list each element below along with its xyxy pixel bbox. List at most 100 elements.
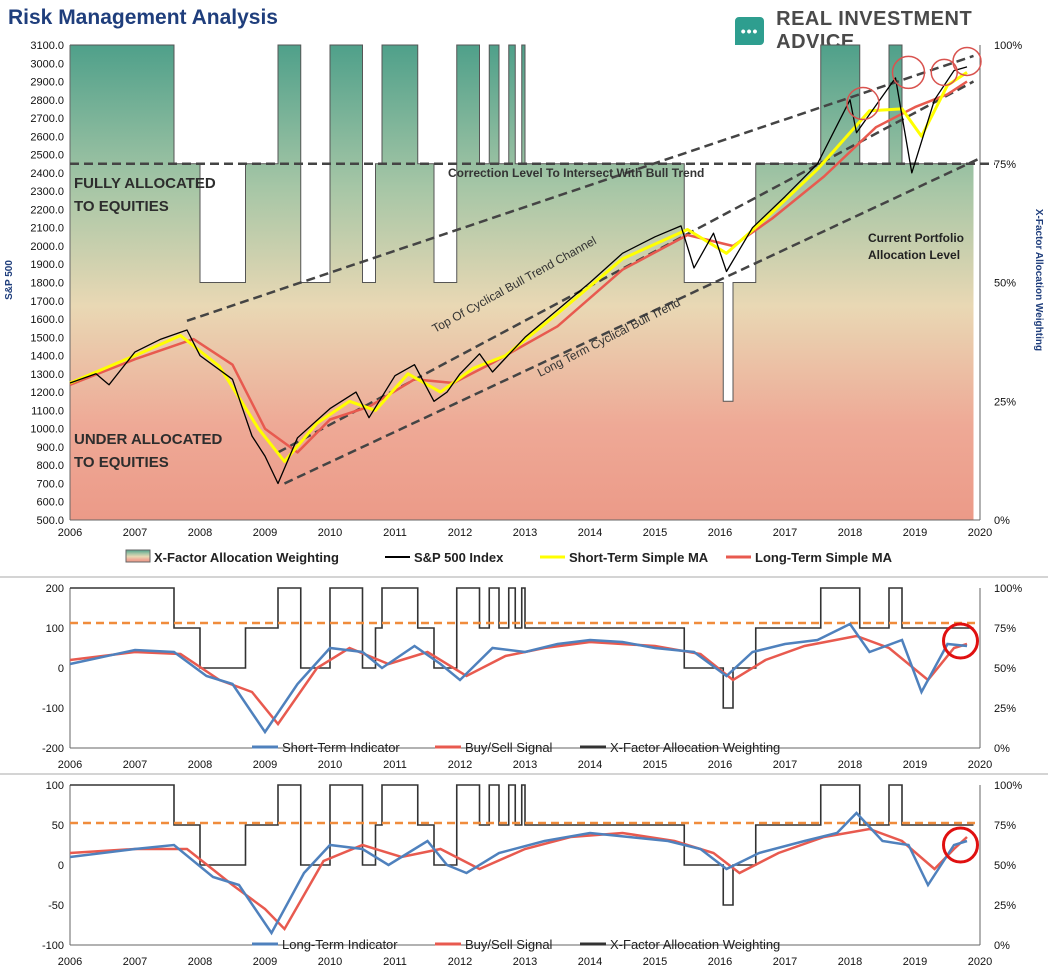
- panel1-x-tick: 2018: [838, 759, 862, 771]
- series-indicator: [69, 622, 968, 735]
- panel1-y2-tick: 75%: [994, 623, 1016, 635]
- panel2-y2-tick: 100%: [994, 780, 1022, 792]
- panel1-y-tick: -200: [42, 743, 64, 755]
- annotation-under-allocated-2: TO EQUITIES: [74, 454, 169, 471]
- panel1-x-tick: 2014: [578, 759, 602, 771]
- main-x-tick: 2009: [253, 527, 277, 539]
- panel1-x-tick: 2017: [773, 759, 797, 771]
- main-y2-tick: 100%: [994, 40, 1022, 52]
- panel1-y2-tick: 50%: [994, 663, 1016, 675]
- bull-trend-line: [283, 157, 981, 485]
- main-y-tick: 1000.0: [30, 424, 64, 436]
- series-long-term-simple-ma: [69, 80, 968, 454]
- panel2-x-tick: 2006: [58, 956, 82, 968]
- main-y-tick: 2000.0: [30, 241, 64, 253]
- panel2-y2-tick: 25%: [994, 900, 1016, 912]
- panel1-y-tick: 0: [58, 663, 64, 675]
- main-chart: 500.0 600.0 700.0 800.0 900.0 1000.0 1100.0 120…: [0, 40, 1048, 578]
- annotation-correction-level: Correction Level To Intersect With Bull …: [448, 166, 704, 180]
- panel1-x-tick: 2012: [448, 759, 472, 771]
- legend-label: Buy/Sell Signal: [465, 740, 553, 755]
- panel2-y-tick: -50: [48, 900, 64, 912]
- main-y2-tick: 25%: [994, 396, 1016, 408]
- annotation-under-allocated: UNDER ALLOCATED: [74, 431, 222, 448]
- panel1-x-tick: 2015: [643, 759, 667, 771]
- main-y-tick: 1200.0: [30, 387, 64, 399]
- panel2-x-tick: 2013: [513, 956, 537, 968]
- panel1-y-tick: -100: [42, 703, 64, 715]
- short-term-chart: -200 -100 0 100 200 0% 25% 50% 75% 100% 2006 2007 20…: [0, 583, 1048, 775]
- legend-label: Buy/Sell Signal: [465, 937, 553, 952]
- allocation-step-line: [70, 587, 974, 709]
- panel2-y-tick: 0: [58, 860, 64, 872]
- upper-trend-line: [186, 54, 974, 323]
- panel1-x-tick: 2016: [708, 759, 732, 771]
- panel2-x-tick: 2018: [838, 956, 862, 968]
- panel2-y-tick: 100: [46, 780, 64, 792]
- highlight-circle: [891, 55, 926, 90]
- main-y-tick: 2100.0: [30, 223, 64, 235]
- series-short-term-simple-ma: [69, 71, 968, 463]
- main-y2-tick: 75%: [994, 159, 1016, 171]
- y2-axis-label: X-Factor Allocation Weighting: [1033, 209, 1044, 351]
- main-y-tick: 2800.0: [30, 95, 64, 107]
- main-y-tick: 2500.0: [30, 150, 64, 162]
- panel1-y2-tick: 25%: [994, 703, 1016, 715]
- main-y-tick: 900.0: [36, 442, 64, 454]
- panel1-x-tick: 2019: [903, 759, 927, 771]
- main-x-tick: 2010: [318, 527, 342, 539]
- annotation-current-portfolio: Current Portfolio: [868, 231, 964, 245]
- page-title: Risk Management Analysis: [8, 6, 278, 29]
- panel2-y2-tick: 50%: [994, 860, 1016, 872]
- main-y-tick: 1300.0: [30, 369, 64, 381]
- series-buy-sell-signal: [69, 634, 968, 727]
- main-y-tick: 1900.0: [30, 259, 64, 271]
- main-x-tick: 2015: [643, 527, 667, 539]
- annotation-fully-allocated: FULLY ALLOCATED: [74, 175, 216, 192]
- panel2-x-tick: 2011: [383, 956, 407, 968]
- panel2-x-tick: 2016: [708, 956, 732, 968]
- main-y-tick: 500.0: [36, 515, 64, 527]
- y-axis-label: S&P 500: [4, 260, 15, 300]
- legend-label: X-Factor Allocation Weighting: [610, 740, 780, 755]
- panel1-x-tick: 2009: [253, 759, 277, 771]
- panel1-y-tick: 100: [46, 623, 64, 635]
- main-x-tick: 2017: [773, 527, 797, 539]
- main-y-tick: 1600.0: [30, 314, 64, 326]
- main-y2-tick: 0%: [994, 515, 1010, 527]
- panel1-x-tick: 2008: [188, 759, 212, 771]
- main-x-tick: 2016: [708, 527, 732, 539]
- main-y-tick: 2600.0: [30, 131, 64, 143]
- panel1-y2-tick: 0%: [994, 743, 1010, 755]
- brand-logo: ••• REAL INVESTMENT ADVICE: [735, 8, 1048, 54]
- legend-label: X-Factor Allocation Weighting: [610, 937, 780, 952]
- panel2-x-tick: 2017: [773, 956, 797, 968]
- series-s-p-500-index: [69, 66, 968, 485]
- main-x-tick: 2007: [123, 527, 147, 539]
- legend-label: Long-Term Indicator: [282, 937, 398, 952]
- legend-label: Short-Term Simple MA: [569, 550, 709, 565]
- panel1-y2-tick: 100%: [994, 583, 1022, 595]
- long-term-chart: -100 -50 0 50 100 0% 25% 50% 75% 100% 2006 2007 2008…: [42, 780, 1022, 968]
- main-x-tick: 2013: [513, 527, 537, 539]
- main-y-tick: 1700.0: [30, 296, 64, 308]
- panel1-x-tick: 2020: [968, 759, 992, 771]
- series-indicator: [69, 811, 968, 936]
- annotation-fully-allocated-2: TO EQUITIES: [74, 198, 169, 215]
- highlight-circle: [942, 826, 979, 864]
- legend-label: Long-Term Simple MA: [755, 550, 893, 565]
- main-x-tick: 2014: [578, 527, 602, 539]
- allocation-step-line: [70, 784, 974, 906]
- panel2-y-tick: 50: [52, 820, 64, 832]
- chat-bubble-icon: •••: [735, 17, 765, 45]
- panel2-x-tick: 2019: [903, 956, 927, 968]
- main-x-tick: 2006: [58, 527, 82, 539]
- main-x-tick: 2019: [903, 527, 927, 539]
- panel2-y-tick: -100: [42, 940, 64, 952]
- main-y-tick: 3100.0: [30, 40, 64, 52]
- main-y-tick: 1800.0: [30, 278, 64, 290]
- series-buy-sell-signal: [69, 827, 968, 932]
- main-y-tick: 3000.0: [30, 58, 64, 70]
- panel2-x-tick: 2014: [578, 956, 602, 968]
- allocation-outline: [70, 44, 974, 402]
